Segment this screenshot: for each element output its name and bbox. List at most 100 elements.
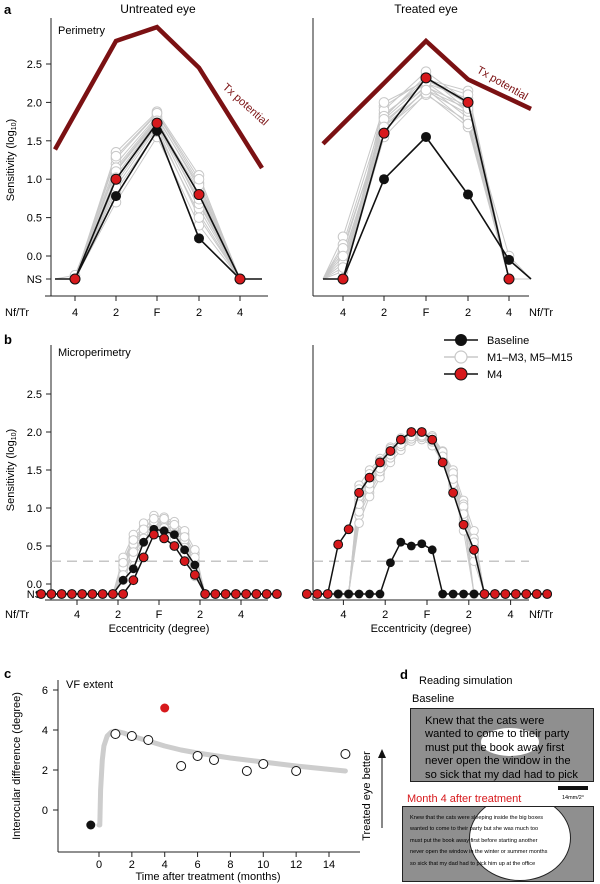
x-tick-label-b-right: F (424, 609, 431, 621)
point-baseline (406, 541, 416, 551)
point-baseline (469, 589, 479, 599)
y-tick-label-a: 1.0 (27, 174, 42, 186)
point-m4 (458, 519, 469, 530)
line-baseline (306, 541, 548, 595)
point-followup (291, 766, 302, 776)
point-m4 (69, 273, 81, 285)
panel-b-left-plot (36, 510, 282, 599)
point-baseline (448, 589, 458, 599)
scotoma-blob-baseline (481, 728, 539, 756)
reading-simulation-title: Reading simulation (419, 675, 513, 687)
x-tick-label-c: 0 (96, 859, 102, 871)
line-followup (41, 515, 277, 595)
point-m4 (46, 589, 57, 599)
point-baseline (139, 537, 149, 547)
line-followup (306, 436, 548, 595)
point-m4 (128, 575, 139, 586)
point-baseline (333, 589, 343, 599)
point-baseline (438, 589, 448, 599)
point-followup (149, 513, 159, 524)
point-m4 (138, 552, 149, 563)
x-tick-label-c: 2 (129, 859, 135, 871)
point-baseline (417, 539, 427, 549)
line-followup (306, 437, 548, 595)
x-tick-label-b-right: 4 (508, 609, 514, 621)
x-tick-label-c: 10 (257, 859, 269, 871)
point-baseline (194, 233, 204, 244)
y-tick-label-c: 0 (42, 805, 48, 817)
x-end-label-b-right: Nf/Tr (529, 609, 553, 621)
point-m4 (169, 541, 180, 551)
point-m4 (427, 434, 438, 445)
point-baseline (128, 564, 138, 574)
panel-b-right-frame (312, 345, 529, 601)
panel-a-x-axis: 4 2 F 2 4 4 2 F 2 4 Nf/Tr Nf/Tr (5, 296, 553, 319)
treated-eye-better-label: Treated eye better (361, 751, 373, 841)
line-followup (306, 432, 548, 595)
x-tick-label-a-left: 4 (72, 307, 78, 319)
legend-baseline: Baseline (487, 335, 529, 347)
x-tick-label-a-left: 2 (196, 307, 202, 319)
point-baseline (386, 558, 395, 568)
point-followup (118, 557, 128, 568)
point-m4 (437, 457, 448, 468)
y-tick-label-a: 2.0 (27, 97, 42, 109)
point-baseline (118, 575, 128, 585)
point-m4 (87, 589, 98, 599)
point-followup (176, 761, 187, 771)
point-followup (241, 766, 252, 776)
y-tick-label-a: 0.5 (27, 213, 42, 225)
x-tick-label-a-right: 4 (340, 307, 346, 319)
line-followup (306, 433, 548, 595)
y-tick-label-a: 0.0 (27, 251, 42, 263)
point-followup (159, 513, 169, 524)
scotoma-blob-m4 (469, 807, 571, 881)
point-m4 (107, 589, 118, 599)
perimetry-subtitle: Perimetry (58, 25, 106, 37)
point-m4 (118, 589, 129, 599)
line-m4 (306, 431, 548, 595)
legend-others: M1–M3, M5–M15 (487, 352, 573, 364)
point-followup (143, 735, 154, 745)
x-tick-label-b-left: F (156, 609, 163, 621)
line-followup (41, 521, 277, 595)
point-m4 (234, 273, 246, 285)
treated-eye-title: Treated eye (394, 2, 458, 16)
point-followup (179, 532, 190, 542)
x-end-label-b-left: Nf/Tr (5, 609, 29, 621)
panel-b-xlabel-left: Eccentricity (degree) (109, 623, 210, 635)
panel-b-legend: Baseline M1–M3, M5–M15 M4 (444, 334, 573, 381)
y-tick-label-b: 1.0 (27, 503, 42, 515)
reading-baseline-text: Knew that the cats were wanted to come t… (425, 715, 578, 781)
x-tick-label-b-left: 4 (74, 609, 80, 621)
panel-c-axes: 0 2 4 6 0 2 4 6 8 10 12 14 (42, 685, 335, 871)
line-followup (41, 522, 277, 595)
panel-b-x-axis: 4 2 F 2 4 4 2 F 2 4 Nf/Tr Nf/Tr (5, 600, 553, 621)
point-m4 (210, 589, 221, 599)
point-m4 (448, 487, 459, 498)
point-m4 (36, 589, 47, 599)
point-baseline (421, 131, 431, 142)
point-m4 (110, 173, 122, 185)
point-baseline (169, 530, 179, 539)
point-followup (169, 519, 180, 530)
legend-marker-baseline (455, 334, 467, 346)
line-followup (322, 78, 531, 280)
panel-a-label: a (4, 2, 12, 17)
panel-b-label: b (4, 332, 12, 347)
point-baseline (86, 820, 96, 830)
reading-baseline-box: Knew that the cats were wanted to come t… (410, 708, 594, 782)
point-m4 (230, 589, 241, 599)
point-m4 (151, 117, 163, 129)
x-tick-label-c: 4 (162, 859, 168, 871)
x-tick-label-b-right: 2 (382, 609, 388, 621)
panel-b-xlabel-right: Eccentricity (degree) (371, 623, 472, 635)
point-m4 (469, 544, 479, 555)
line-followup (322, 74, 531, 280)
x-tick-label-a-left: F (154, 307, 161, 319)
panel-a-left-plot (53, 24, 264, 285)
point-followup (340, 749, 351, 759)
point-m4 (531, 589, 542, 599)
point-m4 (200, 589, 211, 599)
